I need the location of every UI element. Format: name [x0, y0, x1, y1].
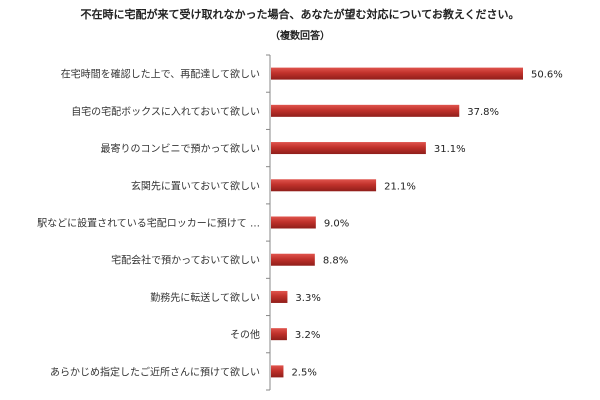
value-label: 37.8% [467, 107, 499, 118]
category-label: その他 [230, 328, 260, 341]
category-label: 宅配会社で預かっておいて欲しい [111, 254, 260, 267]
value-label: 3.3% [295, 293, 320, 304]
bar [271, 179, 377, 192]
bar [271, 253, 315, 266]
category-label: 駅などに設置されている宅配ロッカーに預けて … [37, 217, 260, 230]
value-label: 2.5% [291, 367, 316, 378]
category-label: あらかじめ指定したご近所さんに預けて欲しい [50, 365, 260, 378]
bar [271, 142, 426, 155]
value-label: 21.1% [384, 181, 416, 192]
category-label: 在宅時間を確認した上で、再配達して欲しい [61, 68, 260, 81]
bar [271, 290, 288, 303]
category-label: 最寄りのコンビニで預かって欲しい [101, 142, 261, 155]
category-label: 玄関先に置いておいて欲しい [131, 179, 260, 192]
value-label: 31.1% [434, 144, 466, 155]
value-label: 8.8% [323, 256, 348, 267]
value-label: 3.2% [295, 330, 320, 341]
category-label: 自宅の宅配ボックスに入れておいて欲しい [71, 105, 260, 118]
bar [271, 104, 460, 117]
bar [271, 216, 316, 229]
bar [271, 365, 284, 378]
category-label: 勤務先に転送して欲しい [150, 291, 260, 304]
chart-title: 不在時に宅配が来て受け取れなかった場合、あなたが望む対応についてお教えください。 [80, 8, 520, 21]
value-label: 50.6% [531, 70, 563, 81]
bar [271, 67, 523, 80]
bar [271, 328, 287, 341]
value-label: 9.0% [324, 219, 349, 230]
chart-subtitle: （複数回答） [270, 31, 330, 42]
